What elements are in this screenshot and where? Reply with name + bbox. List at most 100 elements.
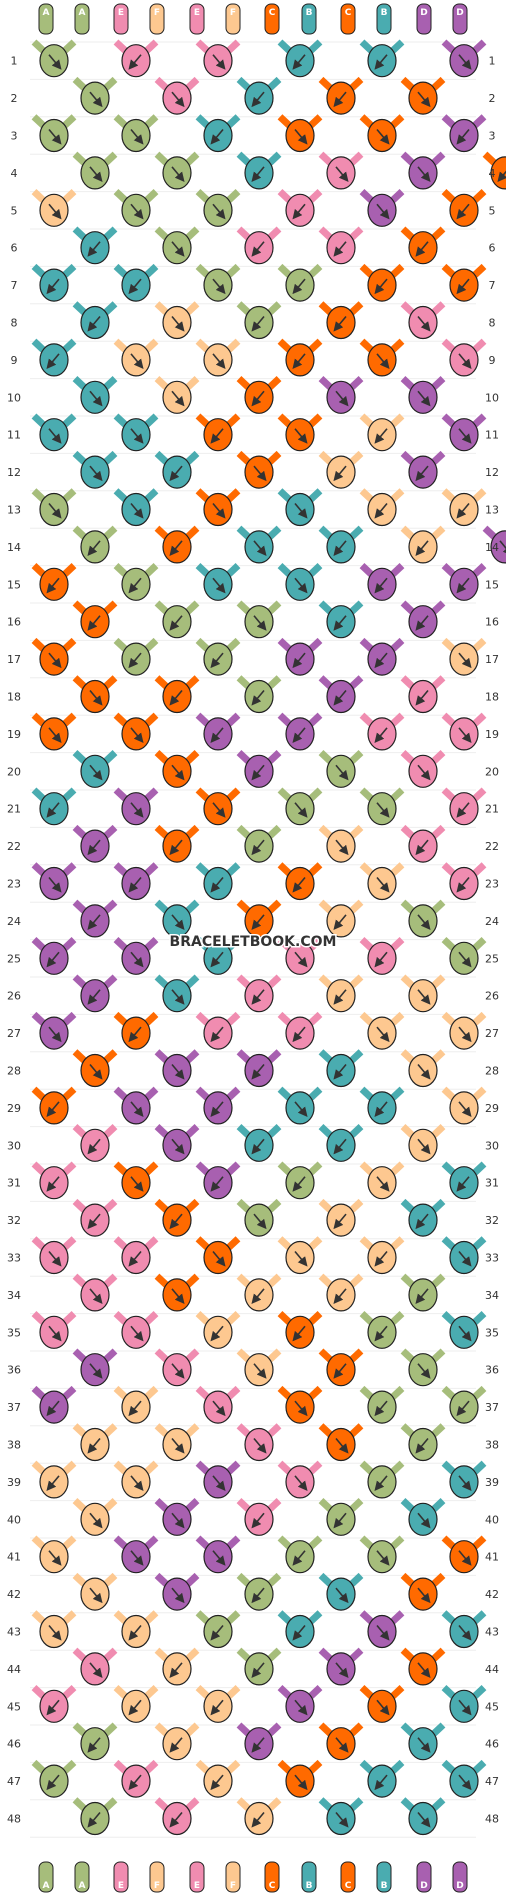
knot-arrow (456, 577, 470, 594)
knot-arrow (335, 764, 349, 781)
knot-arrow (171, 315, 185, 332)
knot-arrow (333, 315, 347, 332)
row-number-left: 2 (11, 92, 18, 105)
knot-arrow (48, 1325, 62, 1342)
knot-arrow (210, 128, 224, 145)
row-number-right: 25 (485, 952, 499, 965)
knot-arrow (48, 727, 62, 743)
thread-start-tab (264, 3, 280, 35)
knot-arrow (333, 1512, 347, 1529)
row-number-left: 46 (7, 1738, 21, 1751)
knot-arrow (89, 91, 103, 108)
row-number-right: 37 (485, 1401, 499, 1414)
knot-arrow (210, 428, 224, 444)
knot-arrow (130, 1550, 144, 1566)
knot-arrow (376, 1176, 390, 1192)
knot-arrow (251, 914, 265, 930)
knot-arrow (251, 1512, 265, 1529)
knot-arrow (130, 502, 144, 519)
knot-arrow (128, 1400, 142, 1417)
row-number-right: 23 (485, 878, 499, 891)
row-number-left: 9 (11, 354, 18, 367)
knot-arrow (333, 1213, 347, 1230)
knot-arrow (415, 540, 429, 556)
knot-arrow (458, 1774, 472, 1791)
knot-arrow (212, 1475, 226, 1491)
row-number-right: 27 (485, 1027, 499, 1040)
thread-end-tab (38, 1861, 54, 1893)
thread-end-tab (301, 1861, 317, 1893)
row-number-right: 46 (485, 1738, 499, 1751)
row-number-right: 32 (485, 1214, 499, 1227)
knot-arrow (212, 577, 226, 594)
thread-label-top: E (194, 8, 200, 18)
row-number-left: 15 (7, 578, 21, 591)
knot-arrow (333, 689, 347, 706)
knot-arrow (48, 652, 62, 669)
knot-arrow (210, 1624, 224, 1641)
row-number-left: 36 (7, 1364, 21, 1377)
knot-arrow (415, 615, 429, 631)
row-number-left: 31 (7, 1177, 21, 1190)
row-number-right: 14 (485, 541, 499, 554)
thread-label-bottom: A (43, 1881, 50, 1891)
knot-arrow (210, 876, 224, 893)
knot-arrow (458, 652, 472, 669)
knot-arrow (89, 764, 103, 781)
knot-arrow (128, 876, 142, 893)
knot-arrow (253, 465, 267, 482)
knot-arrow (171, 1138, 185, 1155)
knot-arrow (46, 278, 60, 295)
row-number-right: 10 (485, 391, 499, 404)
knot-arrow (89, 1063, 103, 1080)
row-number-left: 13 (7, 504, 21, 517)
thread-start-tab (301, 3, 317, 35)
knot-arrow (374, 278, 388, 295)
knot-arrow (335, 1811, 349, 1828)
knot-arrow (48, 1250, 62, 1267)
knot-arrow (251, 989, 265, 1005)
knot-arrow (48, 54, 62, 70)
knot-arrow (417, 1662, 431, 1678)
row-number-left: 23 (7, 878, 21, 891)
knot-layer (39, 44, 506, 1836)
row-number-right: 48 (485, 1813, 499, 1826)
row-number-right: 45 (485, 1700, 499, 1713)
knot-arrow (415, 839, 429, 856)
thread-end-tab (376, 1861, 392, 1893)
knot-arrow (415, 241, 429, 257)
row-number-right: 3 (489, 130, 496, 143)
knot-arrow (171, 1587, 185, 1604)
knot-arrow (46, 1400, 60, 1417)
knot-arrow (130, 1176, 144, 1192)
knot-arrow (417, 390, 431, 407)
row-number-right: 28 (485, 1065, 499, 1078)
knot-arrow (169, 1737, 183, 1753)
knot-arrow (128, 652, 142, 669)
thread-label-top: C (269, 8, 276, 18)
knot-arrow (212, 502, 226, 519)
knot-arrow (210, 652, 224, 669)
thread-end-tab (149, 1861, 165, 1893)
knot-arrow (415, 1213, 429, 1230)
knot-arrow (171, 241, 185, 257)
knot-arrow (458, 1550, 472, 1566)
knot-arrow (376, 876, 390, 893)
knot-arrow (292, 1325, 306, 1342)
knot-arrow (48, 203, 62, 220)
knot-arrow (253, 1213, 267, 1230)
row-number-left: 11 (7, 429, 21, 442)
row-number-left: 20 (7, 765, 21, 778)
knot-arrow (417, 315, 431, 332)
knot-arrow (417, 1737, 431, 1753)
knot-arrow (333, 914, 347, 930)
knot-arrow (212, 1550, 226, 1566)
knot-arrow (48, 1026, 62, 1043)
knot-arrow (294, 951, 308, 968)
knot-arrow (253, 1363, 267, 1379)
row-number-right: 26 (485, 990, 499, 1003)
row-number-left: 44 (7, 1663, 21, 1676)
knot-arrow (46, 951, 60, 968)
knot-arrow (89, 465, 103, 482)
knot-arrow (292, 727, 306, 743)
